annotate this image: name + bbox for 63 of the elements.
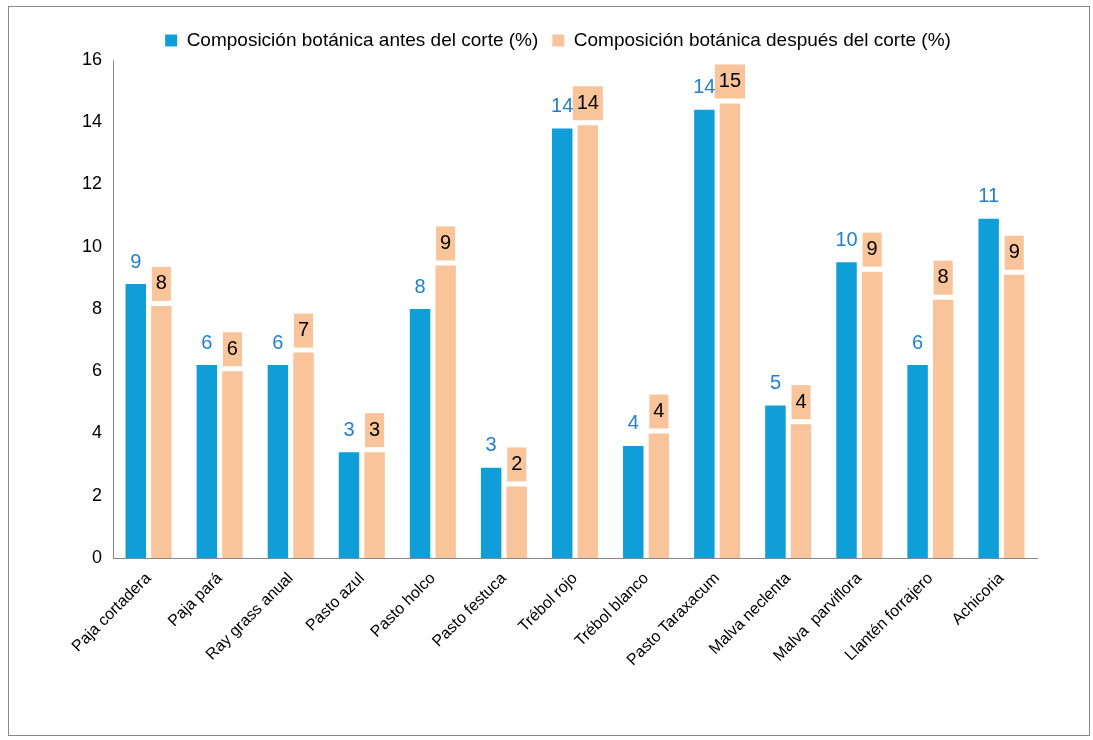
bar (719, 103, 741, 559)
data-label: 9 (130, 249, 142, 272)
data-label: 8 (155, 271, 167, 294)
bar (978, 218, 999, 559)
bar (338, 452, 360, 559)
legend-label: Composición botánica antes del corte (%) (186, 28, 539, 50)
data-label: 9 (866, 237, 878, 260)
data-label: 14 (551, 93, 574, 116)
data-label: 14 (576, 90, 599, 113)
y-tick-label: 14 (81, 111, 103, 132)
data-label: 3 (369, 417, 381, 440)
data-label: 9 (440, 230, 452, 253)
data-label: 3 (343, 417, 355, 440)
y-tick-label: 16 (81, 48, 103, 69)
data-label: 4 (627, 411, 639, 434)
data-label: 9 (1008, 240, 1020, 263)
bar (480, 467, 502, 559)
bar (765, 405, 786, 559)
bar (577, 125, 599, 559)
bar (790, 424, 812, 559)
bar (267, 365, 289, 559)
legend-label: Composición botánica después del corte (%) (573, 28, 951, 50)
bar (694, 109, 715, 559)
y-tick-label: 6 (92, 360, 103, 381)
data-label: 10 (835, 227, 858, 250)
bar (836, 262, 857, 559)
bar (861, 271, 883, 559)
data-label: 2 (511, 451, 523, 474)
bar (222, 371, 243, 559)
bar (364, 452, 385, 559)
bar (151, 305, 172, 559)
data-label: 6 (272, 330, 284, 353)
data-label: 6 (201, 330, 213, 353)
data-label: 3 (485, 433, 497, 456)
bar (196, 365, 218, 559)
y-tick-label: 8 (92, 297, 103, 318)
bar (1004, 274, 1025, 559)
bar (623, 445, 644, 559)
bar (293, 352, 314, 559)
data-label: 4 (795, 389, 807, 412)
data-label: 7 (297, 318, 310, 341)
y-tick-label: 4 (92, 422, 103, 443)
y-tick-label: 0 (92, 546, 103, 567)
y-tick-label: 12 (81, 173, 103, 194)
data-label: 15 (718, 69, 742, 92)
data-label: 6 (226, 336, 238, 359)
data-label: 11 (978, 184, 1000, 207)
bar (551, 128, 573, 559)
data-label: 5 (769, 371, 782, 394)
bar (506, 486, 527, 559)
bar (125, 284, 146, 559)
data-label: 6 (912, 330, 924, 353)
y-tick-label: 10 (81, 235, 103, 256)
data-label: 8 (414, 274, 426, 297)
data-label: 8 (937, 265, 949, 288)
bar (435, 265, 456, 559)
bar (907, 365, 928, 559)
data-label: 14 (693, 75, 716, 98)
data-label: 4 (653, 399, 665, 422)
y-tick-label: 2 (92, 484, 103, 505)
bar (932, 299, 954, 559)
bar (648, 433, 670, 559)
bar (409, 309, 431, 559)
